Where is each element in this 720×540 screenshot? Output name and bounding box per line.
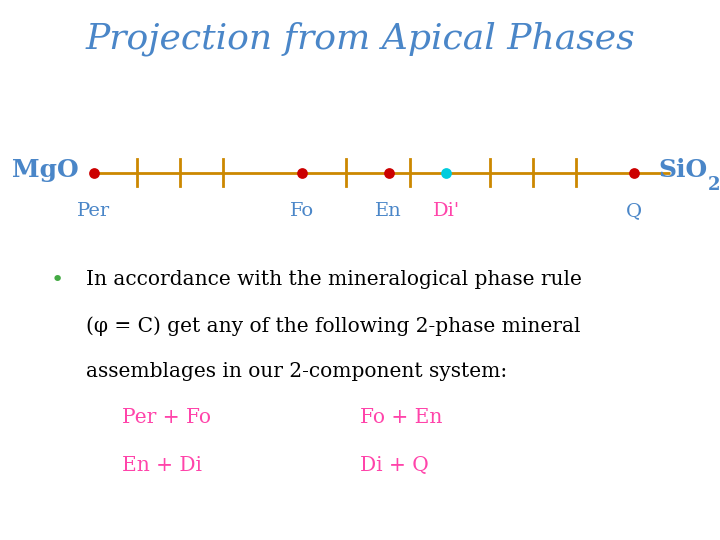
Text: assemblages in our 2-component system:: assemblages in our 2-component system: (86, 362, 508, 381)
Text: En: En (375, 202, 402, 220)
Point (88, 168, 99, 177)
Text: En + Di: En + Di (122, 456, 202, 475)
Text: In accordance with the mineralogical phase rule: In accordance with the mineralogical pha… (86, 270, 582, 289)
Text: Q: Q (626, 202, 642, 220)
Text: (φ = C) get any of the following 2-phase mineral: (φ = C) get any of the following 2-phase… (86, 316, 581, 335)
Text: Di + Q: Di + Q (360, 456, 428, 475)
Text: Fo + En: Fo + En (360, 408, 442, 427)
Text: •: • (50, 270, 63, 290)
Text: 2: 2 (708, 176, 720, 194)
Text: SiO: SiO (659, 158, 708, 182)
Text: MgO: MgO (12, 158, 79, 182)
Text: Per + Fo: Per + Fo (122, 408, 212, 427)
Text: Di': Di' (433, 202, 460, 220)
Text: Projection from Apical Phases: Projection from Apical Phases (85, 22, 635, 56)
Text: Per: Per (77, 202, 110, 220)
Point (297, 168, 308, 177)
Text: Fo: Fo (290, 202, 315, 220)
Point (383, 168, 395, 177)
Point (441, 168, 452, 177)
Point (628, 168, 639, 177)
